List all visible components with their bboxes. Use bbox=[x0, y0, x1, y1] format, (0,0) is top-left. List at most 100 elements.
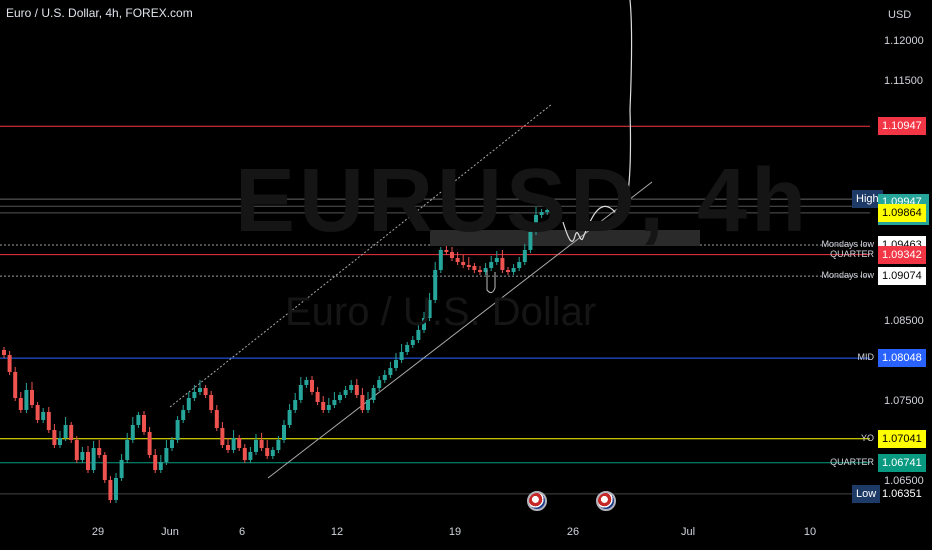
price-badge: 1.10947 bbox=[878, 117, 926, 136]
level-line-label: Mondays low bbox=[821, 238, 874, 249]
candle-body bbox=[231, 438, 236, 450]
candle-body bbox=[198, 388, 202, 392]
candle-body bbox=[354, 385, 359, 395]
candle-body bbox=[338, 395, 342, 400]
extreme-tag: Low bbox=[852, 484, 881, 503]
candle-body bbox=[298, 385, 303, 400]
level-line-label: QUARTER bbox=[830, 248, 874, 259]
price-badge: 1.09864 bbox=[878, 203, 926, 222]
level-line-label: QUARTER bbox=[830, 456, 874, 467]
candle-body bbox=[136, 415, 141, 425]
candle-body bbox=[46, 412, 51, 430]
level-line-label: YO bbox=[860, 432, 874, 443]
candle-body bbox=[30, 390, 34, 405]
candle-body bbox=[119, 460, 124, 478]
price-badge: 1.09342 bbox=[878, 245, 926, 264]
candle-body bbox=[550, 208, 555, 210]
time-tick: 6 bbox=[238, 526, 246, 538]
time-tick: 12 bbox=[330, 526, 344, 538]
candle-body bbox=[192, 392, 197, 398]
candle-body bbox=[394, 360, 398, 368]
candle-body bbox=[18, 398, 23, 410]
candle-body bbox=[142, 415, 146, 432]
price-tick: 1.07500 bbox=[884, 395, 924, 407]
price-badge: 1.07041 bbox=[878, 429, 926, 448]
price-badge-value: 1.08048 bbox=[882, 352, 922, 365]
candle-body bbox=[438, 250, 443, 270]
candle-body bbox=[399, 352, 404, 360]
candle-body bbox=[13, 372, 18, 398]
candle-body bbox=[315, 392, 320, 402]
candle-body bbox=[282, 425, 286, 440]
candle-body bbox=[220, 428, 225, 445]
candle-body bbox=[170, 440, 174, 448]
us-flag-icon[interactable] bbox=[596, 491, 616, 511]
candle-body bbox=[97, 448, 102, 455]
price-badge: 1.08048 bbox=[878, 349, 926, 368]
candle-body bbox=[450, 252, 454, 258]
candle-body bbox=[226, 445, 230, 450]
candle-body bbox=[349, 385, 354, 390]
candle-body bbox=[214, 410, 219, 428]
candle-body bbox=[254, 440, 258, 452]
candle-body bbox=[237, 438, 242, 448]
candle-body bbox=[506, 270, 510, 272]
candle-body bbox=[41, 412, 46, 420]
candle-body bbox=[360, 395, 365, 410]
candle-body bbox=[186, 398, 191, 410]
candle-body bbox=[63, 425, 68, 438]
currency-label[interactable]: USD bbox=[888, 9, 912, 21]
candle-body bbox=[500, 258, 505, 270]
price-badge: 1.06741 bbox=[878, 453, 926, 472]
candle-body bbox=[416, 330, 421, 340]
candle-body bbox=[287, 410, 292, 425]
candle-body bbox=[511, 268, 516, 272]
name-watermark: Euro / U.S. Dollar bbox=[285, 290, 597, 334]
zone-rectangle bbox=[430, 230, 700, 246]
candle-body bbox=[102, 455, 107, 480]
us-flag-icon[interactable] bbox=[527, 491, 547, 511]
candle-body bbox=[242, 448, 247, 460]
price-badge: 1.06351 bbox=[878, 484, 926, 503]
candle-body bbox=[332, 400, 337, 405]
price-badge: 1.09074 bbox=[878, 267, 926, 286]
price-badge-value: 1.06351 bbox=[882, 487, 922, 500]
candle-body bbox=[203, 388, 208, 395]
candle-body bbox=[472, 266, 477, 270]
symbol-watermark: EURUSD, 4h bbox=[235, 151, 811, 251]
time-tick: Jun bbox=[161, 526, 179, 538]
candle-body bbox=[2, 350, 6, 355]
candle-body bbox=[276, 440, 281, 450]
candle-body bbox=[433, 270, 438, 300]
candle-body bbox=[405, 345, 410, 352]
candle-body bbox=[483, 268, 488, 272]
candle-body bbox=[444, 250, 449, 252]
candle-body bbox=[321, 402, 326, 410]
price-badge-value: 1.09864 bbox=[882, 206, 922, 219]
candle-body bbox=[52, 430, 57, 445]
candle-body bbox=[175, 420, 180, 440]
candle-body bbox=[164, 448, 169, 462]
candle-body bbox=[24, 390, 29, 410]
candle-body bbox=[494, 258, 499, 262]
candle-body bbox=[382, 375, 387, 380]
candle-body bbox=[69, 425, 74, 440]
candle-body bbox=[326, 405, 331, 410]
candle-body bbox=[461, 262, 466, 265]
projection-path bbox=[562, 0, 633, 242]
wick-marker bbox=[486, 270, 496, 294]
candle-body bbox=[388, 368, 393, 375]
candle-body bbox=[410, 340, 415, 345]
candle-body bbox=[427, 300, 432, 318]
channel-upper-line bbox=[169, 103, 553, 408]
candle-body bbox=[7, 355, 12, 372]
price-badge-value: 1.10947 bbox=[882, 120, 922, 133]
candle-body bbox=[147, 432, 152, 455]
time-tick: 26 bbox=[566, 526, 580, 538]
candle-body bbox=[58, 438, 62, 445]
candle-body bbox=[534, 215, 538, 232]
candle-body bbox=[248, 452, 253, 460]
time-tick: 19 bbox=[448, 526, 462, 538]
candle-body bbox=[91, 448, 96, 470]
